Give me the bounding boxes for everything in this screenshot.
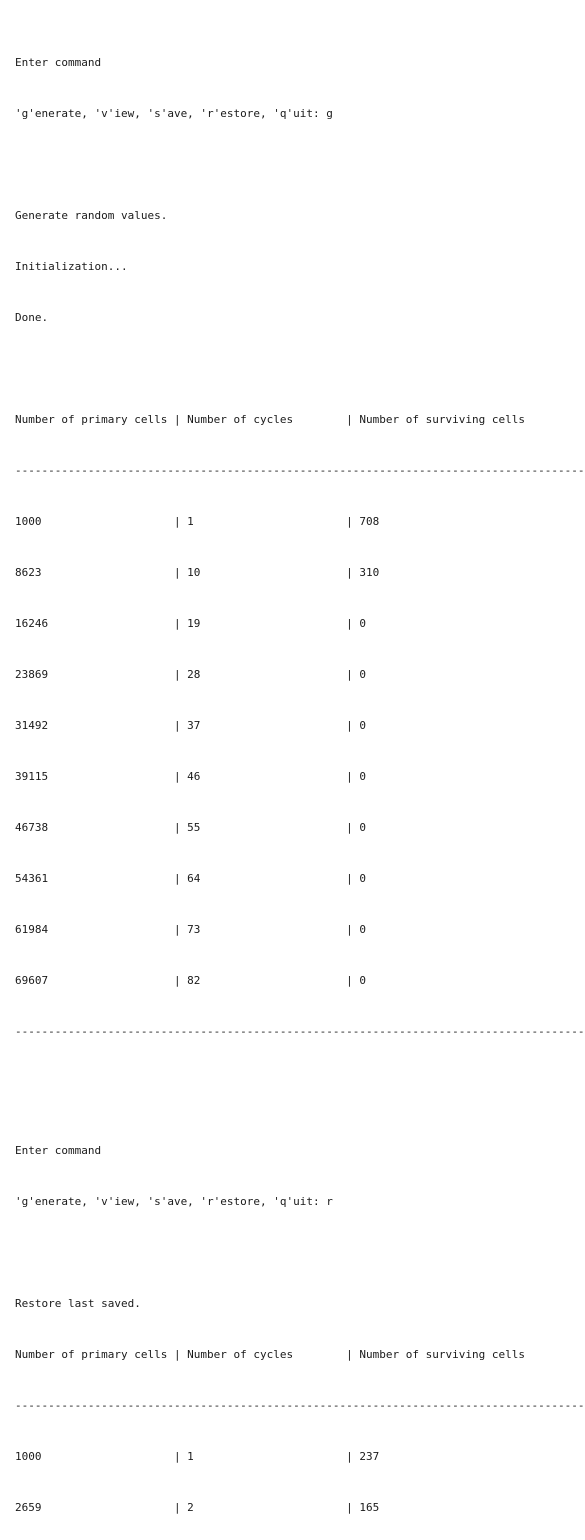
table-row: 16246 | 19 | 0 xyxy=(15,617,366,630)
table-row: 46738 | 55 | 0 xyxy=(15,821,366,834)
table-row: 8623 | 10 | 310 xyxy=(15,566,380,579)
blank-line xyxy=(15,1244,585,1261)
console-output: Enter command 'g'enerate, 'v'iew, 's'ave… xyxy=(15,20,585,1540)
table-separator: ----------------------------------------… xyxy=(15,1399,585,1412)
table-row: 2659 | 2 | 165 xyxy=(15,1501,380,1514)
table-separator: ----------------------------------------… xyxy=(15,464,585,477)
table-separator: ----------------------------------------… xyxy=(15,1025,585,1038)
blank-line xyxy=(15,156,585,173)
table-row: 54361 | 64 | 0 xyxy=(15,872,366,885)
status-message: Initialization... xyxy=(15,260,128,273)
blank-line xyxy=(15,360,585,377)
table-row: 1000 | 1 | 708 xyxy=(15,515,380,528)
prompt-options: 'g'enerate, 'v'iew, 's'ave, 'r'estore, '… xyxy=(15,107,333,120)
table-row: 23869 | 28 | 0 xyxy=(15,668,366,681)
table-row: 61984 | 73 | 0 xyxy=(15,923,366,936)
prompt-options: 'g'enerate, 'v'iew, 's'ave, 'r'estore, '… xyxy=(15,1195,333,1208)
table-header: Number of primary cells | Number of cycl… xyxy=(15,1348,525,1361)
blank-line xyxy=(15,1074,585,1091)
status-message: Done. xyxy=(15,311,49,324)
table-row: 39115 | 46 | 0 xyxy=(15,770,366,783)
table-row: 31492 | 37 | 0 xyxy=(15,719,366,732)
status-message: Restore last saved. xyxy=(15,1297,141,1310)
prompt-title: Enter command xyxy=(15,1144,102,1157)
table-row: 1000 | 1 | 237 xyxy=(15,1450,380,1463)
status-message: Generate random values. xyxy=(15,209,168,222)
prompt-title: Enter command xyxy=(15,56,102,69)
table-header: Number of primary cells | Number of cycl… xyxy=(15,413,525,426)
table-row: 69607 | 82 | 0 xyxy=(15,974,366,987)
